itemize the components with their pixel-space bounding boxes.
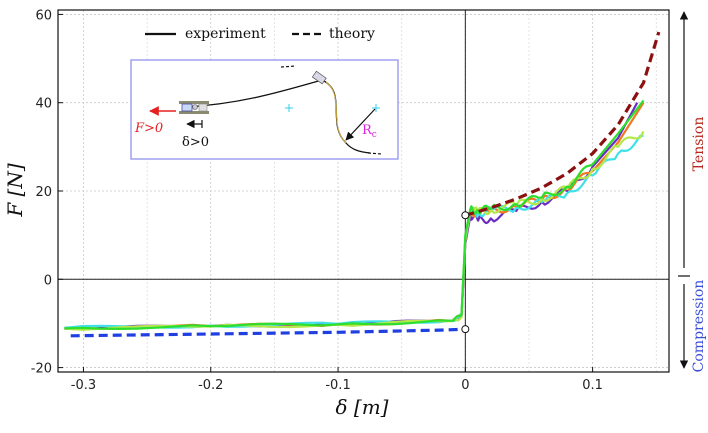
x-tick-label: -0.3 <box>71 378 96 393</box>
marker-layer <box>461 211 470 334</box>
series-line-4 <box>64 134 644 329</box>
inset-frame <box>130 59 399 160</box>
inset-radius-arrow <box>345 108 376 141</box>
inset-radius-label: Rc <box>362 123 377 140</box>
compression-label: Compression <box>691 280 707 373</box>
legend-label-theory: theory <box>329 26 375 42</box>
legend-label-experiment: experiment <box>185 26 266 42</box>
x-tick-label: -0.1 <box>325 378 350 393</box>
open-circle-marker-0 <box>461 211 470 220</box>
series-line-5 <box>64 130 645 331</box>
inset-clamp-icon <box>179 101 209 114</box>
series-line-1 <box>464 31 661 217</box>
y-tick-label: 20 <box>35 185 52 200</box>
x-tick-label: 0 <box>461 378 469 393</box>
inset-diagram: F>0 δ>0 Rc <box>130 59 399 160</box>
y-axis-title: F [N] <box>3 163 27 218</box>
x-axis-title: δ [m] <box>336 395 389 419</box>
inset-force-label: F>0 <box>134 121 163 136</box>
y-tick-label: 60 <box>35 8 52 23</box>
inset-carriage-icon <box>311 70 327 85</box>
legend: experiment theory <box>145 26 375 42</box>
tension-label: Tension <box>691 117 707 172</box>
inset-strip-curve-highlight <box>325 81 347 144</box>
inset-center-cross-right <box>372 104 380 112</box>
y-tick-label: 0 <box>44 273 52 288</box>
series-layer <box>64 31 661 338</box>
x-tick-label: 0.1 <box>582 378 603 393</box>
zero-lines <box>58 10 669 372</box>
axis-ticks: -0.3 -0.2 -0.1 0 0.1 -20 0 20 40 60 <box>31 8 603 393</box>
y-tick-label: 40 <box>35 97 52 112</box>
open-circle-marker-1 <box>461 325 470 334</box>
inset-displacement-label: δ>0 <box>182 135 209 150</box>
series-line-6 <box>64 99 645 330</box>
inset-center-cross-left <box>285 104 293 112</box>
inset-strip-end-bottom <box>367 152 383 155</box>
y-tick-label: -20 <box>31 362 52 377</box>
x-tick-label: -0.2 <box>198 378 223 393</box>
series-line-0 <box>70 327 466 338</box>
side-annotation: Tension Compression <box>678 11 707 373</box>
inset-strip-end-top <box>280 65 297 68</box>
